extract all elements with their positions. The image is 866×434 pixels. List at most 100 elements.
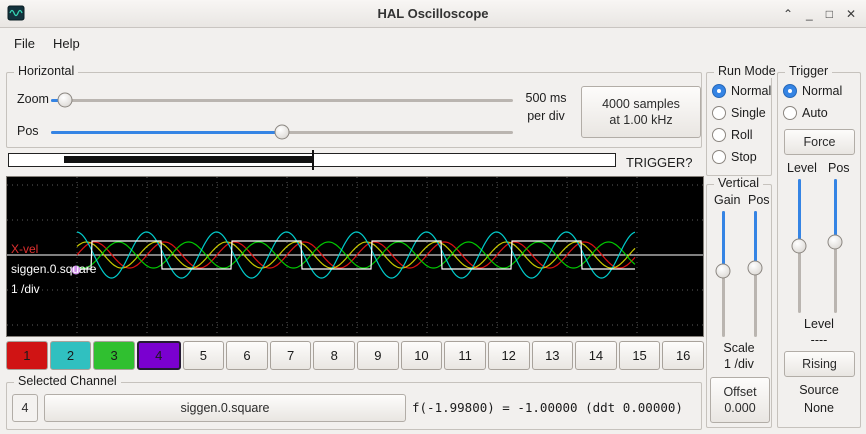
run-mode-option-single[interactable]: Single <box>712 102 771 124</box>
scope-signal-label: siggen.0.square <box>11 262 97 276</box>
scale-caption: Scale <box>723 341 755 355</box>
radio-label: Normal <box>731 84 772 98</box>
sample-marker <box>71 265 81 275</box>
trigger-level-slider-fill <box>798 179 801 246</box>
menu-bar: File Help <box>0 29 866 57</box>
trigger-pos-label: Pos <box>828 161 850 175</box>
scope-canvas <box>7 177 703 336</box>
chan-2-trace <box>76 231 636 279</box>
radio-label: Roll <box>731 128 753 142</box>
channel-button-10[interactable]: 10 <box>400 341 443 370</box>
trigger-options: Normal Auto <box>783 80 842 124</box>
channel-button-7[interactable]: 7 <box>269 341 312 370</box>
zoom-slider-trough[interactable] <box>51 99 513 102</box>
channel-button-14[interactable]: 14 <box>575 341 617 370</box>
trigger-pos-slider[interactable] <box>827 179 845 313</box>
channel-button-9[interactable]: 9 <box>357 341 399 370</box>
radio-icon <box>712 150 726 164</box>
radio-label: Single <box>731 106 766 120</box>
selected-channel-group: Selected Channel 4 siggen.0.square f(-1.… <box>6 374 702 430</box>
window-title: HAL Oscilloscope <box>377 6 489 21</box>
window-controls: ⌃ _ □ ✕ <box>783 0 856 28</box>
pos-slider-handle[interactable] <box>274 124 290 140</box>
vertical-pos-slider-fill <box>754 211 757 268</box>
shade-button[interactable]: ⌃ <box>782 7 793 21</box>
gain-slider[interactable] <box>715 211 733 337</box>
trigger-level-slider-handle[interactable] <box>791 238 807 254</box>
trigger-level-label: Level <box>787 161 817 175</box>
maximize-button[interactable]: □ <box>825 7 833 21</box>
scope-scale-label: 1 /div <box>11 282 40 296</box>
trigger-edge-button[interactable]: Rising <box>784 351 855 377</box>
trigger-source-caption: Source <box>799 383 839 397</box>
offset-button[interactable]: Offset 0.000 <box>710 377 770 423</box>
time-per-div-caption: per div <box>527 109 565 124</box>
run-mode-group-label: Run Mode <box>714 64 780 78</box>
minimize-button[interactable]: _ <box>806 7 813 21</box>
trigger-mode-option-normal[interactable]: Normal <box>783 80 842 102</box>
record-window-fill <box>63 156 312 163</box>
channel-button-5[interactable]: 5 <box>182 341 225 370</box>
app-icon <box>7 5 25 23</box>
radio-icon <box>783 106 797 120</box>
radio-icon <box>712 106 726 120</box>
selected-channel-number: 4 <box>12 394 38 422</box>
channel-readout: f(-1.99800) = -1.00000 (ddt 0.00000) <box>412 400 683 415</box>
trigger-group: Trigger Normal Auto Force Level Pos Level… <box>777 64 861 428</box>
chan-3-trace <box>76 241 636 269</box>
run-mode-group: Run Mode Normal Single Roll Stop <box>706 64 780 176</box>
vertical-pos-slider-handle[interactable] <box>747 260 763 276</box>
radio-label: Normal <box>802 84 843 98</box>
vertical-group-label: Vertical <box>714 176 763 190</box>
offset-value: 0.000 <box>724 401 756 415</box>
channel-row: 1 2 3 4 5 6 7 8 9 10 11 12 13 14 15 16 <box>6 341 704 370</box>
scale-value: 1 /div <box>724 357 754 371</box>
channel-button-2[interactable]: 2 <box>49 341 92 370</box>
close-button[interactable]: ✕ <box>845 7 856 21</box>
gain-label: Gain <box>714 193 741 207</box>
channel-button-6[interactable]: 6 <box>226 341 268 370</box>
zoom-slider[interactable] <box>51 91 513 109</box>
trigger-group-label: Trigger <box>785 64 833 78</box>
channel-button-1[interactable]: 1 <box>6 341 48 370</box>
samples-line1: 4000 samples <box>602 96 680 111</box>
channel-button-4[interactable]: 4 <box>136 341 181 370</box>
chan-1-trace <box>76 241 636 269</box>
menu-file[interactable]: File <box>14 35 35 51</box>
selected-channel-signal-button[interactable]: siggen.0.square <box>44 394 406 422</box>
pos-slider[interactable] <box>51 123 513 141</box>
vertical-group: Vertical Gain Pos Scale 1 /div Offset 0.… <box>706 176 772 428</box>
radio-icon <box>783 84 797 98</box>
samples-button[interactable]: 4000 samples at 1.00 kHz <box>581 86 701 138</box>
radio-label: Auto <box>802 106 828 120</box>
run-mode-option-roll[interactable]: Roll <box>712 124 771 146</box>
scope-display[interactable]: X-vel siggen.0.square 1 /div <box>6 176 704 337</box>
force-button[interactable]: Force <box>784 129 855 155</box>
trigger-level-value: ---- <box>810 333 828 347</box>
trigger-pos-slider-fill <box>834 179 837 242</box>
channel-button-3[interactable]: 3 <box>93 341 135 370</box>
channel-button-13[interactable]: 13 <box>531 341 574 370</box>
gain-slider-handle[interactable] <box>715 263 731 279</box>
trigger-question-label: TRIGGER? <box>626 155 693 170</box>
channel-button-11[interactable]: 11 <box>444 341 486 370</box>
samples-line2: at 1.00 kHz <box>609 113 673 127</box>
run-mode-option-normal[interactable]: Normal <box>712 80 771 102</box>
channel-button-12[interactable]: 12 <box>487 341 530 370</box>
trigger-level-slider[interactable] <box>791 179 809 313</box>
scope-channel-label: X-vel <box>11 242 39 256</box>
radio-icon <box>712 84 726 98</box>
chan-4-square-trace <box>77 240 635 270</box>
pos-slider-fill <box>51 131 282 134</box>
run-mode-option-stop[interactable]: Stop <box>712 146 771 168</box>
trigger-mode-option-auto[interactable]: Auto <box>783 102 842 124</box>
vertical-pos-slider[interactable] <box>747 211 765 337</box>
zoom-slider-handle[interactable] <box>57 92 73 108</box>
menu-help[interactable]: Help <box>52 35 80 51</box>
zoom-label: Zoom <box>17 92 49 106</box>
channel-button-15[interactable]: 15 <box>618 341 661 370</box>
channel-button-8[interactable]: 8 <box>313 341 355 370</box>
trigger-pos-slider-handle[interactable] <box>827 234 843 250</box>
channel-button-16[interactable]: 16 <box>662 341 704 370</box>
